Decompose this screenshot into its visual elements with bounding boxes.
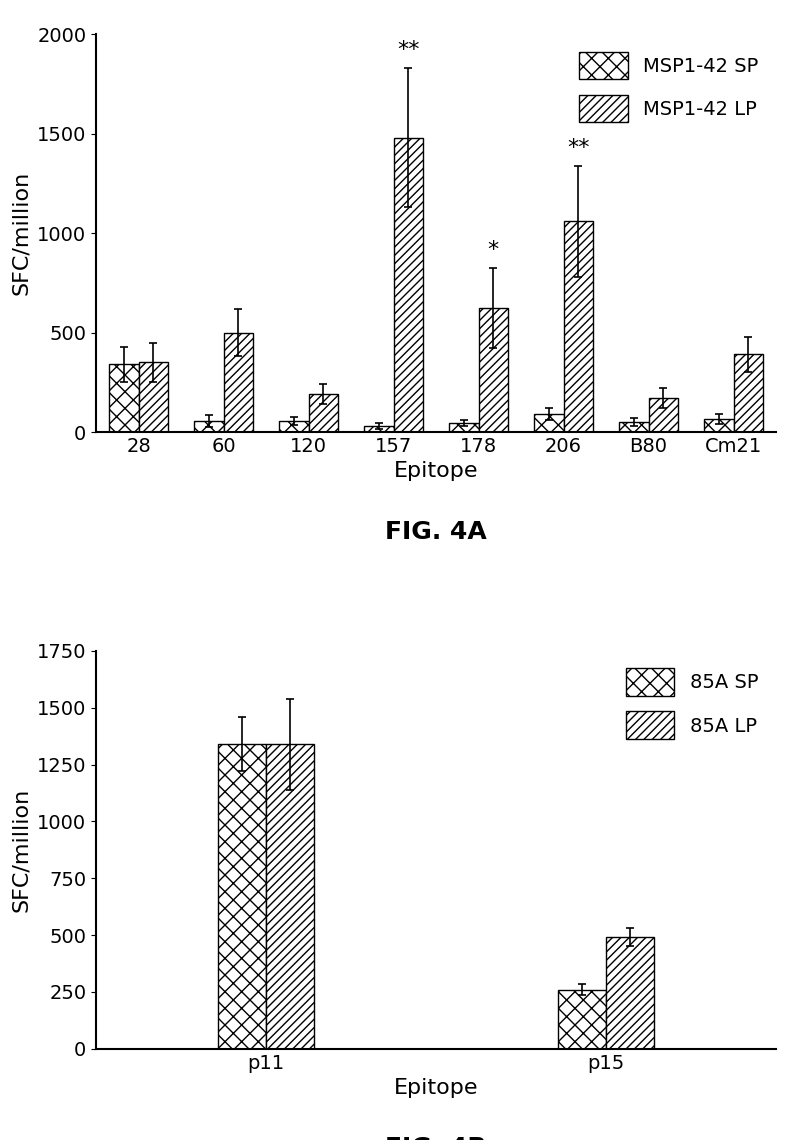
Bar bbox=[558, 990, 606, 1049]
Bar bbox=[394, 138, 423, 432]
Legend: 85A SP, 85A LP: 85A SP, 85A LP bbox=[618, 661, 766, 747]
X-axis label: Epitope: Epitope bbox=[394, 462, 478, 481]
Text: FIG. 4A: FIG. 4A bbox=[385, 520, 487, 544]
Text: FIG. 4B: FIG. 4B bbox=[386, 1137, 486, 1140]
Bar bbox=[223, 333, 254, 432]
Bar bbox=[478, 308, 508, 432]
Bar bbox=[218, 744, 266, 1049]
Text: **: ** bbox=[567, 138, 590, 157]
Bar bbox=[109, 365, 138, 432]
Y-axis label: SFC/million: SFC/million bbox=[11, 788, 31, 912]
Bar bbox=[563, 221, 594, 432]
Bar bbox=[138, 363, 168, 432]
Bar bbox=[266, 744, 314, 1049]
Bar bbox=[278, 421, 309, 432]
Bar bbox=[649, 398, 678, 432]
Bar bbox=[734, 355, 763, 432]
Bar bbox=[618, 422, 649, 432]
Bar bbox=[364, 426, 394, 432]
X-axis label: Epitope: Epitope bbox=[394, 1078, 478, 1098]
Bar bbox=[534, 414, 563, 432]
Bar bbox=[449, 423, 478, 432]
Y-axis label: SFC/million: SFC/million bbox=[11, 171, 31, 295]
Bar bbox=[309, 394, 338, 432]
Text: **: ** bbox=[397, 40, 420, 60]
Text: *: * bbox=[488, 241, 499, 260]
Bar bbox=[704, 420, 734, 432]
Bar bbox=[194, 421, 223, 432]
Legend: MSP1-42 SP, MSP1-42 LP: MSP1-42 SP, MSP1-42 LP bbox=[571, 44, 766, 130]
Bar bbox=[606, 937, 654, 1049]
